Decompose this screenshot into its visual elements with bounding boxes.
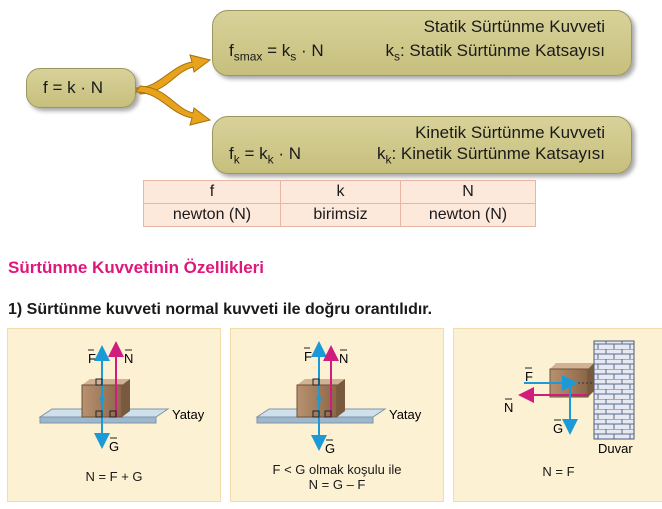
friction-formula: f = k · N: [43, 78, 103, 97]
table-cell: newton (N): [400, 203, 536, 227]
diagram-panel-1: F N G Yatay N = F + G: [7, 328, 221, 502]
table-header-cell: N: [400, 180, 536, 204]
branch-arrow-up: [135, 54, 212, 95]
weight-label: G: [553, 421, 563, 436]
center-of-mass-dot: [99, 396, 105, 402]
diagram-3: F N G Duvar: [504, 340, 635, 456]
center-of-mass-dot: [567, 380, 573, 386]
diagram-panel-2: F N G Yatay F < G olmak koşulu ile N = G…: [230, 328, 444, 502]
branch-arrow-down: [135, 85, 212, 126]
static-coefficient-label: ks: Statik Sürtünme Katsayısı: [385, 41, 605, 64]
force-f-label: F: [525, 369, 533, 384]
table-header-cell: f: [143, 180, 281, 204]
table-row: newton (N) birimsiz newton (N): [143, 203, 536, 227]
panel-caption: N = F + G: [85, 469, 143, 484]
surface-edge: [256, 416, 374, 424]
normal-force-label: N: [504, 400, 513, 415]
right-angle-marker: [109, 410, 117, 418]
surface-edge: [39, 416, 157, 424]
table-row: f k N: [143, 180, 536, 204]
diagram-2: F N G Yatay: [255, 341, 422, 456]
box-top: [82, 379, 130, 385]
friction-formula-box: f = k · N: [26, 68, 136, 108]
box-side: [588, 363, 594, 397]
static-friction-title: Statik Sürtünme Kuvveti: [423, 17, 605, 36]
wall-label: Duvar: [598, 441, 633, 456]
box-side: [337, 379, 345, 417]
units-table: f k N newton (N) birimsiz newton (N): [143, 180, 536, 227]
panel-caption: N = F: [542, 464, 575, 479]
diagram-1: F N G Yatay: [38, 341, 205, 454]
center-of-mass-dot: [316, 396, 322, 402]
kinetic-friction-box: Kinetik Sürtünme Kuvveti fk = kk · N kk:…: [212, 116, 632, 174]
branch-arrows: [135, 54, 212, 126]
surface-label: Yatay: [389, 407, 422, 422]
right-angle-marker: [95, 378, 103, 386]
weight-label: G: [325, 441, 335, 456]
box-top: [550, 363, 594, 369]
right-angle-marker: [312, 378, 320, 386]
static-friction-formula: fsmax = ks · N: [229, 41, 324, 64]
surface-label: Yatay: [172, 407, 205, 422]
right-angle-marker: [95, 410, 103, 418]
force-f-label: F: [304, 349, 312, 364]
item-title: 1) Sürtünme kuvveti normal kuvveti ile d…: [8, 301, 433, 318]
diagram-panel-3: F N G Duvar N = F: [453, 328, 662, 502]
kinetic-friction-formula: fk = kk · N: [229, 144, 301, 167]
brick-wall: [593, 340, 635, 440]
right-angle-marker: [312, 410, 320, 418]
force-f-label: F: [88, 351, 96, 366]
right-angle-marker: [324, 410, 332, 418]
panel-caption: F < G olmak koşulu ile: [272, 462, 402, 477]
table-cell: birimsiz: [280, 203, 401, 227]
normal-force-label: N: [339, 351, 348, 366]
normal-force-label: N: [124, 351, 133, 366]
weight-label: G: [109, 439, 119, 454]
table-cell: newton (N): [143, 203, 281, 227]
section-title: Sürtünme Kuvvetinin Özellikleri: [8, 258, 265, 277]
box-top: [297, 379, 345, 385]
kinetic-coefficient-label: kk: Kinetik Sürtünme Katsayısı: [376, 144, 605, 167]
kinetic-friction-title: Kinetik Sürtünme Kuvveti: [415, 123, 605, 142]
static-friction-box: Statik Sürtünme Kuvveti fsmax = ks · N k…: [212, 10, 632, 76]
table-header-cell: k: [280, 180, 401, 204]
box-side: [122, 379, 130, 417]
panel-caption: N = G – F: [308, 477, 366, 492]
